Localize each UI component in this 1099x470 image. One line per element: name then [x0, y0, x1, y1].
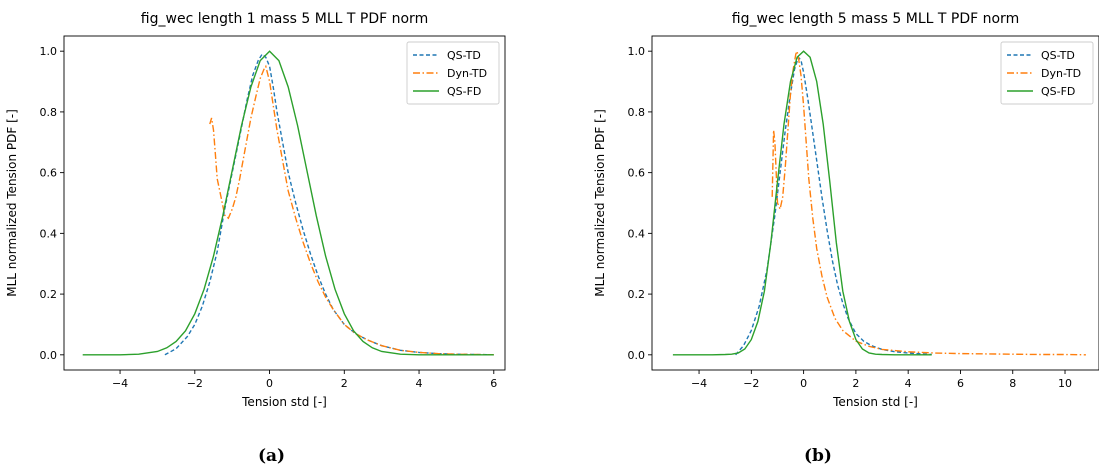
- series-line-qs-td: [735, 55, 932, 356]
- y-tick-label: 0.8: [40, 106, 58, 119]
- legend-label-dyn-td: Dyn-TD: [1041, 67, 1081, 80]
- legend: QS-TD Dyn-TD QS-FD: [406, 41, 500, 105]
- x-tick-label: 0: [800, 377, 807, 390]
- chart-panel-b: fig_wec length 5 mass 5 MLL T PDF norm −4…: [560, 0, 1099, 470]
- series-line-qs-fd: [82, 50, 494, 356]
- x-tick-label: 10: [1058, 377, 1072, 390]
- series-line-qs-td: [164, 53, 494, 356]
- plot-frame: [63, 35, 506, 371]
- x-tick-label: 6: [490, 377, 497, 390]
- caption-b: (b): [804, 446, 832, 466]
- y-tick-label: 0.8: [628, 106, 646, 119]
- legend-box: [1000, 41, 1094, 105]
- legend: QS-TD Dyn-TD QS-FD: [1000, 41, 1094, 105]
- x-tick-label: −4: [691, 377, 707, 390]
- chart-title: fig_wec length 5 mass 5 MLL T PDF norm: [732, 11, 1019, 27]
- x-tick-label: 8: [1009, 377, 1016, 390]
- chart-panel-a: fig_wec length 1 mass 5 MLL T PDF norm −4…: [0, 0, 545, 470]
- caption-a: (a): [258, 446, 286, 466]
- x-tick-label: −2: [187, 377, 203, 390]
- y-tick-label: 0.0: [628, 349, 646, 362]
- chart-a-svg: fig_wec length 1 mass 5 MLL T PDF norm −4…: [5, 11, 506, 409]
- x-tick-label: 2: [341, 377, 348, 390]
- x-axis-label: Tension std [-]: [832, 395, 918, 409]
- legend-label-qs-td: QS-TD: [447, 49, 481, 62]
- x-tick-label: 2: [852, 377, 859, 390]
- y-tick-label: 0.6: [40, 167, 58, 180]
- x-axis-label: Tension std [-]: [241, 395, 327, 409]
- chart-title: fig_wec length 1 mass 5 MLL T PDF norm: [141, 11, 428, 27]
- y-tick-label: 1.0: [628, 45, 646, 58]
- plot-frame: [651, 35, 1099, 371]
- x-tick-label: −4: [112, 377, 128, 390]
- y-tick-label: 0.4: [40, 227, 58, 240]
- series-line-qs-fd: [672, 50, 932, 356]
- y-tick-label: 0.0: [40, 349, 58, 362]
- series-line-dyn-td: [771, 48, 1086, 356]
- legend-label-qs-fd: QS-FD: [447, 85, 481, 98]
- legend-label-dyn-td: Dyn-TD: [447, 67, 487, 80]
- legend-label-qs-fd: QS-FD: [1041, 85, 1075, 98]
- x-tick-label: 6: [957, 377, 964, 390]
- x-tick-label: 4: [905, 377, 912, 390]
- y-axis-label: MLL normalized Tension PDF [-]: [593, 109, 607, 297]
- y-axis-label: MLL normalized Tension PDF [-]: [5, 109, 19, 297]
- chart-b-svg: fig_wec length 5 mass 5 MLL T PDF norm −4…: [593, 11, 1099, 409]
- y-tick-label: 0.2: [40, 288, 58, 301]
- x-tick-label: 4: [416, 377, 423, 390]
- y-tick-label: 0.6: [628, 167, 646, 180]
- x-tick-label: 0: [266, 377, 273, 390]
- y-tick-label: 0.2: [628, 288, 646, 301]
- y-tick-label: 0.4: [628, 227, 646, 240]
- x-tick-label: −2: [743, 377, 759, 390]
- legend-box: [406, 41, 500, 105]
- y-tick-label: 1.0: [40, 45, 58, 58]
- legend-label-qs-td: QS-TD: [1041, 49, 1075, 62]
- series-line-dyn-td: [209, 64, 494, 356]
